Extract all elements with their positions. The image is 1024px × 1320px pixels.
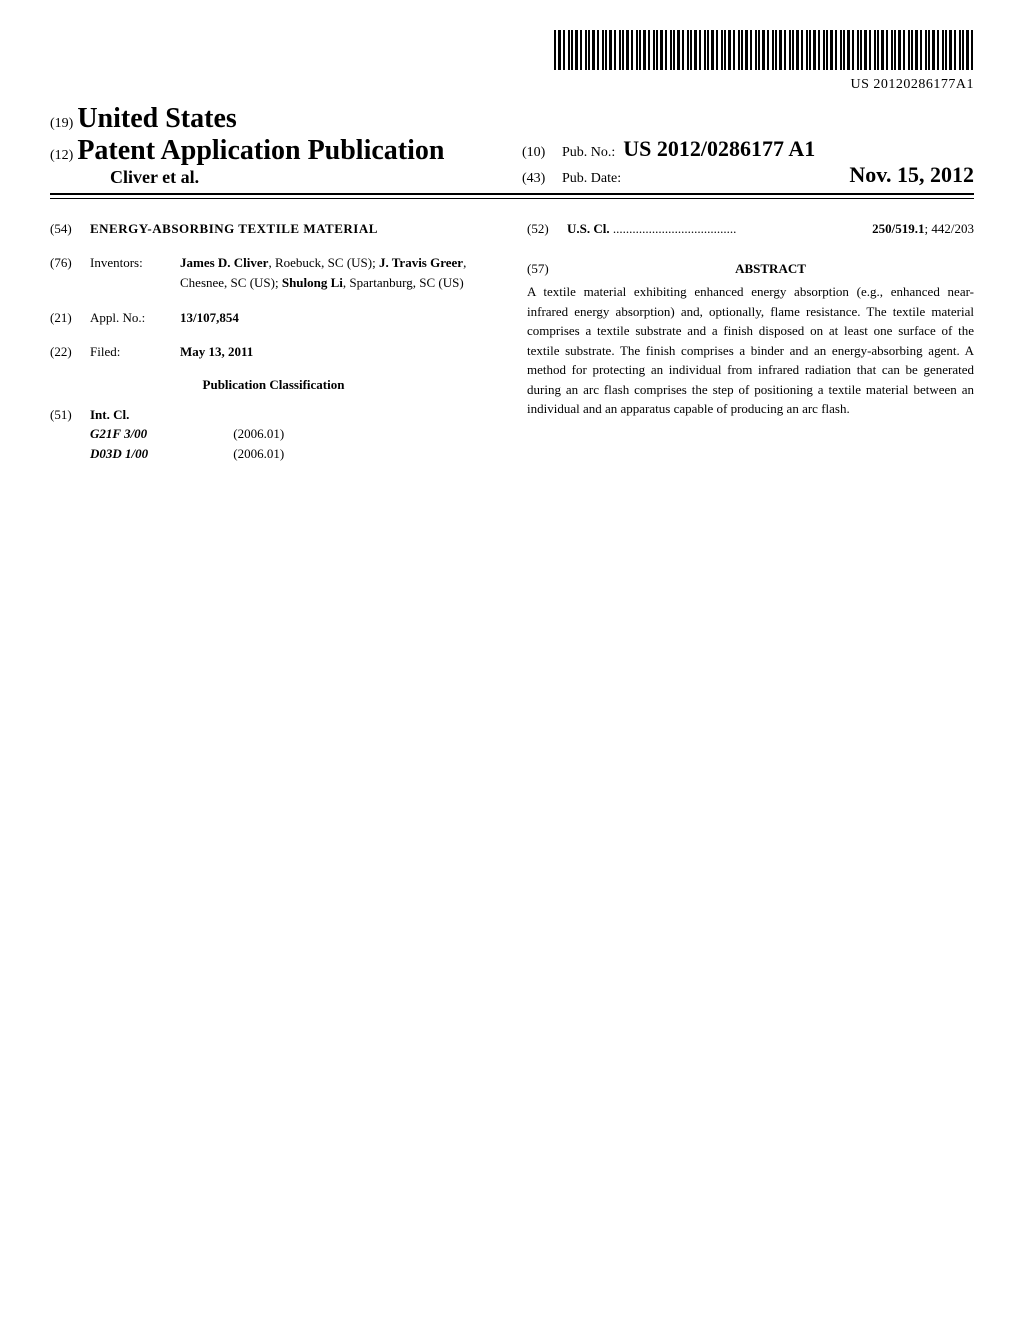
field-num-51: (51) <box>50 405 90 464</box>
publication-title: Patent Application Publication <box>77 135 444 166</box>
country-name: United States <box>77 103 236 134</box>
appl-no-label: Appl. No.: <box>90 308 180 328</box>
pub-classification-header: Publication Classification <box>50 375 497 395</box>
filed-row: (22) Filed: May 13, 2011 <box>50 342 497 362</box>
appl-no-value: 13/107,854 <box>180 308 497 328</box>
us-cl-bold: 250/519.1 <box>872 219 924 239</box>
abstract-label: ABSTRACT <box>735 261 806 276</box>
left-column: (54) ENERGY-ABSORBING TEXTILE MATERIAL (… <box>50 219 497 463</box>
inventor-name-2: Shulong Li <box>282 275 343 290</box>
field-num-22: (22) <box>50 342 90 362</box>
int-cl-line-0: G21F 3/00 (2006.01) <box>90 424 284 444</box>
field-num-52: (52) <box>527 219 567 239</box>
pub-date-row: (43) Pub. Date: Nov. 15, 2012 <box>522 162 974 188</box>
header-row: (19) United States (12) Patent Applicati… <box>50 103 974 195</box>
abstract-text: A textile material exhibiting enhanced e… <box>527 282 974 419</box>
header-right: (10) Pub. No.: US 2012/0286177 A1 (43) P… <box>502 136 974 188</box>
title-row: (54) ENERGY-ABSORBING TEXTILE MATERIAL <box>50 219 497 239</box>
barcode-number: US 20120286177A1 <box>50 77 974 93</box>
us-cl-dots: ...................................... <box>613 219 869 239</box>
right-column: (52) U.S. Cl. ..........................… <box>527 219 974 463</box>
header-divider <box>50 198 974 199</box>
appl-no-row: (21) Appl. No.: 13/107,854 <box>50 308 497 328</box>
pub-no-value: US 2012/0286177 A1 <box>623 136 815 162</box>
pub-no-row: (10) Pub. No.: US 2012/0286177 A1 <box>522 136 974 162</box>
inventor-name-1: J. Travis Greer <box>379 255 463 270</box>
int-cl-code-1: D03D 1/00 <box>90 444 190 464</box>
field-num-21: (21) <box>50 308 90 328</box>
inventors-label: Inventors: <box>90 253 180 295</box>
int-cl-line-1: D03D 1/00 (2006.01) <box>90 444 284 464</box>
filed-label: Filed: <box>90 342 180 362</box>
filed-value: May 13, 2011 <box>180 342 497 362</box>
filed-bold: May 13, 2011 <box>180 344 253 359</box>
appl-no-bold: 13/107,854 <box>180 310 239 325</box>
abstract-label-wrap: ABSTRACT <box>567 259 974 279</box>
int-cl-label-text: Int. Cl. <box>90 407 129 422</box>
int-cl-year-0: (2006.01) <box>233 424 284 444</box>
field-num-76: (76) <box>50 253 90 295</box>
field-num-12: (12) <box>50 148 73 163</box>
pub-no-label: Pub. No.: <box>562 145 615 161</box>
inventor-name-0: James D. Cliver <box>180 255 268 270</box>
inventors-list: James D. Cliver, Roebuck, SC (US); J. Tr… <box>180 253 497 295</box>
int-cl-row: (51) Int. Cl. G21F 3/00 (2006.01) D03D 1… <box>50 405 497 464</box>
inventor-loc-0: , Roebuck, SC (US); <box>268 255 379 270</box>
int-cl-block: Int. Cl. G21F 3/00 (2006.01) D03D 1/00 (… <box>90 405 284 464</box>
us-cl-label-text: U.S. Cl. <box>567 221 610 236</box>
us-cl-row: (52) U.S. Cl. ..........................… <box>527 219 974 239</box>
field-num-43: (43) <box>522 171 562 187</box>
us-cl-rest: ; 442/203 <box>925 219 974 239</box>
patent-title: ENERGY-ABSORBING TEXTILE MATERIAL <box>90 219 378 239</box>
field-num-10: (10) <box>522 145 562 161</box>
field-num-54: (54) <box>50 219 90 239</box>
header-left: (19) United States (12) Patent Applicati… <box>50 103 502 188</box>
pub-date-label: Pub. Date: <box>562 171 621 187</box>
int-cl-code-0: G21F 3/00 <box>90 424 190 444</box>
barcode-image <box>554 30 974 70</box>
int-cl-year-1: (2006.01) <box>233 444 284 464</box>
int-cl-label: Int. Cl. <box>90 405 284 425</box>
country-line: (19) United States <box>50 103 502 135</box>
abstract-header-row: (57) ABSTRACT <box>527 259 974 279</box>
pub-date-value: Nov. 15, 2012 <box>849 162 974 188</box>
pub-title-line: (12) Patent Application Publication <box>50 135 502 167</box>
inventors-row: (76) Inventors: James D. Cliver, Roebuck… <box>50 253 497 295</box>
field-num-19: (19) <box>50 116 73 131</box>
authors-line: Cliver et al. <box>50 167 502 188</box>
field-num-57: (57) <box>527 259 567 279</box>
barcode-section: US 20120286177A1 <box>50 30 974 93</box>
main-columns: (54) ENERGY-ABSORBING TEXTILE MATERIAL (… <box>50 219 974 463</box>
us-cl-label: U.S. Cl. <box>567 219 610 239</box>
inventor-loc-2: , Spartanburg, SC (US) <box>343 275 464 290</box>
